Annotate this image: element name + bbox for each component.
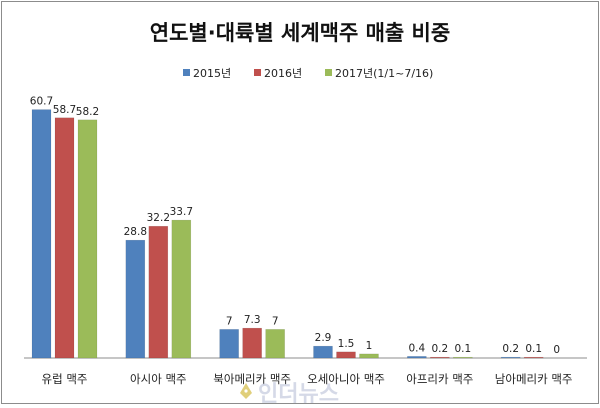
legend-swatch	[254, 69, 261, 76]
category-label: 북아메리카 맥주	[213, 372, 291, 386]
value-label: 1	[366, 340, 373, 352]
value-label: 58.2	[76, 106, 99, 118]
bar-chart: 연도별·대륙별 세계맥주 매출 비중 2015년 2016년 2017년(1/1~7…	[24, 21, 587, 407]
bar-5-series-3	[453, 356, 473, 359]
pen-nib-icon	[240, 383, 252, 399]
value-label: 1.5	[338, 338, 355, 350]
bar-2-series-1	[125, 239, 146, 359]
category-label: 오세아니아 맥주	[307, 372, 385, 386]
legend-label: 2016년	[264, 67, 302, 80]
value-label: 2.9	[315, 332, 332, 344]
legend-swatch	[325, 69, 332, 76]
value-label: 32.2	[147, 212, 170, 224]
bar-3-series-3	[265, 329, 285, 359]
bar-4-series-1	[313, 345, 333, 359]
bar-1-series-3	[77, 119, 98, 359]
legend-label: 2015년	[193, 67, 231, 80]
value-label: 60.7	[30, 96, 53, 108]
value-label: 58.7	[53, 104, 76, 116]
category-label: 유럽 맥주	[42, 372, 88, 386]
value-label: 7.3	[244, 314, 261, 326]
bars-group	[31, 109, 544, 359]
value-label: 7	[272, 315, 279, 327]
value-label: 0.2	[431, 343, 448, 355]
category-label: 아시아 맥주	[130, 372, 187, 386]
bar-6-series-2	[523, 356, 544, 359]
value-labels-group: 60.758.7 58.2 28.832.233.7 7 7.3 7 2.9 1.5 1 0.4 0…	[30, 96, 560, 356]
watermark: 인더뉴스	[240, 382, 339, 407]
value-label: 28.8	[124, 226, 147, 238]
watermark-text: 인더뉴스	[258, 382, 339, 403]
value-label: 7	[226, 315, 233, 327]
legend-swatch	[183, 69, 190, 76]
category-label: 남아메리카 맥주	[495, 372, 573, 386]
legend: 2015년 2016년 2017년(1/1~7/16)	[183, 67, 433, 80]
value-label: 0.1	[454, 343, 471, 355]
value-label: 0	[553, 344, 560, 356]
bar-1-series-1	[31, 109, 52, 359]
bar-5-series-2	[430, 356, 450, 359]
value-label: 0.2	[502, 343, 519, 355]
bar-4-series-3	[359, 353, 379, 359]
category-label: 아프리카 맥주	[406, 372, 473, 386]
bar-6-series-1	[500, 356, 521, 359]
category-labels-group: 유럽 맥주 아시아 맥주 북아메리카 맥주 오세아니아 맥주 아프리카 맥주 남아메리카 …	[42, 372, 573, 386]
bar-2-series-3	[171, 219, 192, 359]
value-label: 0.4	[408, 342, 425, 354]
bar-3-series-2	[242, 327, 262, 359]
value-label: 33.7	[170, 206, 193, 218]
bar-3-series-1	[219, 329, 239, 359]
bar-2-series-2	[148, 225, 169, 359]
bar-1-series-2	[54, 117, 75, 359]
legend-label: 2017년(1/1~7/16)	[335, 67, 433, 80]
bar-5-series-1	[407, 356, 427, 359]
bar-4-series-2	[336, 351, 356, 359]
chart-title: 연도별·대륙별 세계맥주 매출 비중	[150, 21, 450, 45]
value-label: 0.1	[525, 343, 542, 355]
